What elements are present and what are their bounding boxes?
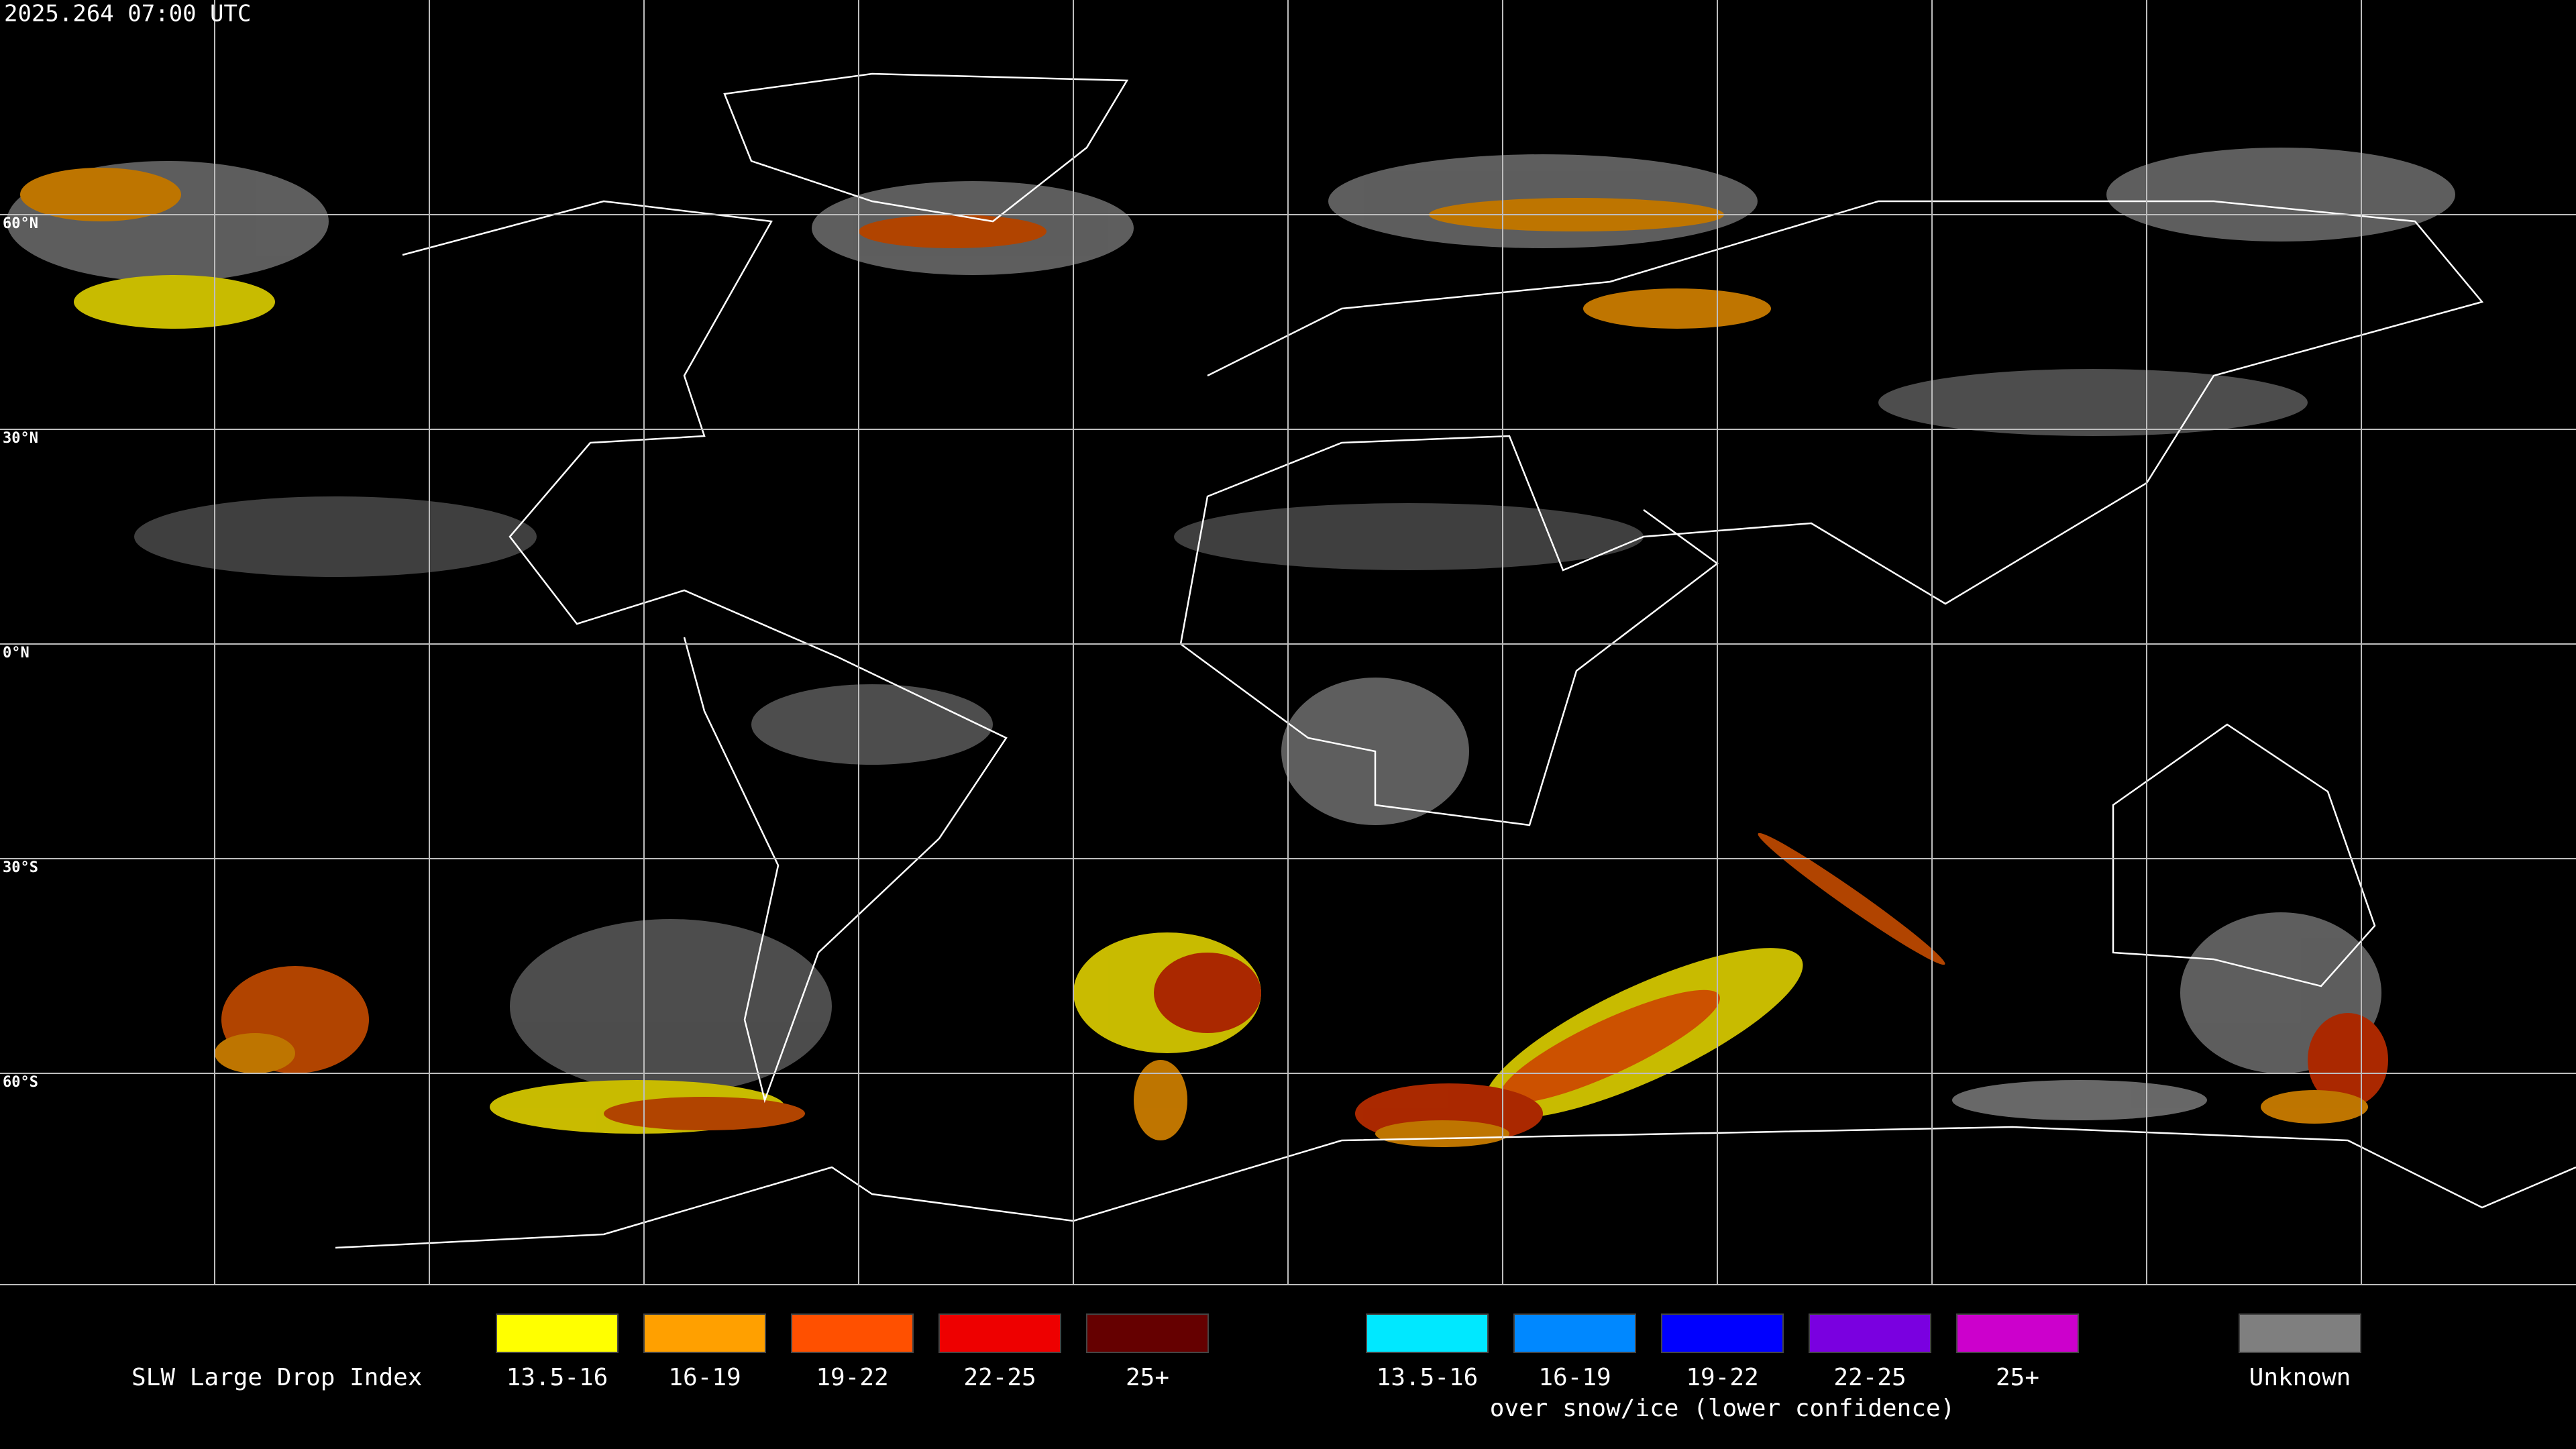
legend-swatch xyxy=(1956,1313,2079,1353)
legend-swatch xyxy=(1366,1313,1489,1353)
legend-label: 19-22 xyxy=(816,1364,888,1391)
latitude-label: 30°N xyxy=(3,430,38,447)
legend-label: 25+ xyxy=(1126,1364,1169,1391)
latitude-label: 60°N xyxy=(3,215,38,232)
legend-label: 22-25 xyxy=(1833,1364,1906,1391)
legend-label: 25+ xyxy=(1996,1364,2039,1391)
legend-swatch xyxy=(938,1313,1061,1353)
legend-label: 19-22 xyxy=(1686,1364,1758,1391)
legend-label: 16-19 xyxy=(1538,1364,1611,1391)
legend-label: 16-19 xyxy=(668,1364,741,1391)
legend-swatch xyxy=(1086,1313,1209,1353)
legend-swatch xyxy=(643,1313,766,1353)
legend-label: Unknown xyxy=(2249,1364,2351,1391)
legend-swatch xyxy=(791,1313,914,1353)
timestamp: 2025.264 07:00 UTC xyxy=(4,1,251,28)
legend-swatch xyxy=(1661,1313,1784,1353)
legend-swatch xyxy=(496,1313,619,1353)
legend-title: SLW Large Drop Index xyxy=(131,1364,422,1391)
legend-swatch xyxy=(1809,1313,1931,1353)
map: 60°N 30°N 0°N 30°S 60°S xyxy=(0,0,2576,1285)
legend-label: 22-25 xyxy=(963,1364,1036,1391)
legend-swatch xyxy=(1513,1313,1636,1353)
legend-label: 13.5-16 xyxy=(506,1364,608,1391)
legend: SLW Large Drop Index 13.5-16 16-19 19-22 22… xyxy=(131,1313,2361,1422)
legend-swatch xyxy=(2239,1313,2361,1353)
latitude-label: 0°N xyxy=(3,645,30,661)
latitude-label: 30°S xyxy=(3,859,38,876)
latitude-label: 60°S xyxy=(3,1074,38,1091)
legend-label: 13.5-16 xyxy=(1377,1364,1479,1391)
cloud-fields xyxy=(7,148,2455,1147)
legend-caption: over snow/ice (lower confidence) xyxy=(1490,1395,1955,1422)
coastlines xyxy=(335,72,2576,1249)
